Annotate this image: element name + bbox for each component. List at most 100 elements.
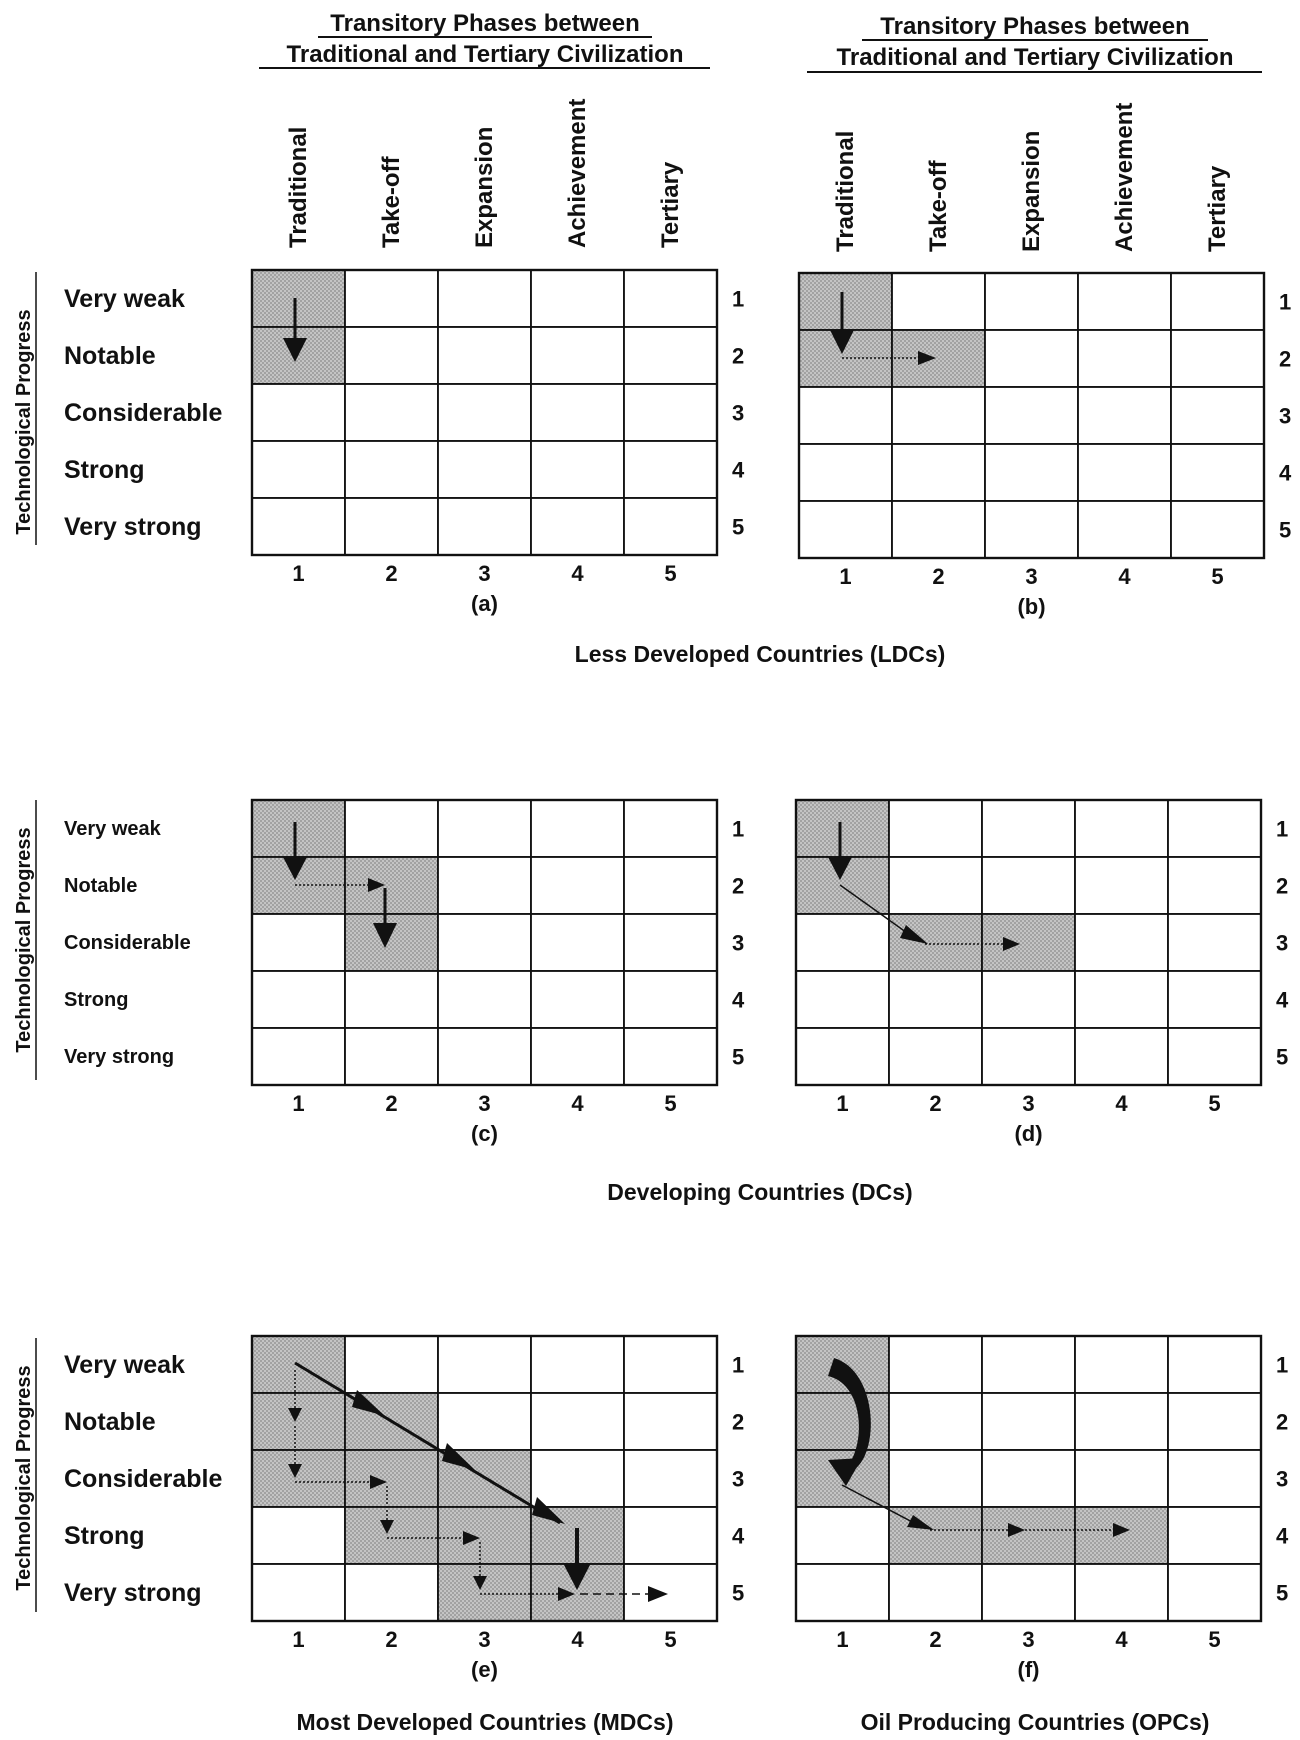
grid-cell: [1074, 799, 1169, 858]
grid-cell: [530, 383, 625, 442]
arrow-head: [1008, 1523, 1025, 1537]
row-number: 4: [732, 1524, 745, 1549]
level-label: Very strong: [64, 1046, 174, 1068]
row-number: 5: [1279, 518, 1291, 543]
arrow-head: [368, 878, 385, 892]
group-label-dc: Developing Countries (DCs): [607, 1179, 912, 1205]
row-number: 2: [1276, 874, 1288, 899]
row-number: 3: [1276, 1467, 1288, 1492]
y-axis-label-mid: Technological Progress: [13, 800, 37, 1080]
grid-cell: [1077, 500, 1172, 559]
arrow-head: [352, 1390, 385, 1416]
arrow-head: [648, 1586, 668, 1602]
grid-cell: [984, 329, 1079, 388]
phase-label: Achievement: [1111, 103, 1138, 252]
grid-cell: [795, 913, 890, 972]
col-number: 1: [292, 1091, 304, 1116]
curved-arrow: [828, 1358, 871, 1472]
arrow-head: [563, 1563, 591, 1590]
grid-cell: [623, 383, 718, 442]
col-number: 3: [478, 561, 490, 586]
grid-cell: [530, 497, 625, 556]
arrow-head: [370, 1475, 387, 1489]
grid-cell: [1074, 1392, 1169, 1451]
row-number: 1: [732, 817, 744, 842]
col-number: 2: [932, 564, 944, 589]
grid-cell: [623, 970, 718, 1029]
grid-cell: [437, 497, 532, 556]
row-number: 5: [732, 1581, 744, 1606]
grid-cell: [1077, 272, 1172, 331]
grid-cell: [981, 856, 1076, 915]
grid-cell-shaded: [344, 1449, 439, 1508]
col-number: 5: [664, 1091, 676, 1116]
grid-cell: [1170, 500, 1265, 559]
grid-border: [794, 798, 1263, 1087]
grid-cell: [1167, 1506, 1262, 1565]
row-number: 3: [1276, 931, 1288, 956]
row-number: 1: [1276, 817, 1288, 842]
phase-label: Take-off: [378, 155, 405, 248]
grid-border: [250, 1334, 719, 1623]
row-number: 3: [732, 401, 744, 426]
grid-cell: [795, 1506, 890, 1565]
arrow-head: [283, 338, 307, 362]
grid-cell: [530, 970, 625, 1029]
grid-border: [794, 1334, 1263, 1623]
row-number: 2: [1276, 1410, 1288, 1435]
level-label: Notable: [64, 875, 137, 897]
grid-cell: [437, 326, 532, 385]
grid-cell: [530, 799, 625, 858]
header-line1: Transitory Phases between: [330, 10, 639, 37]
grid-cell: [981, 1392, 1076, 1451]
grid-cell: [530, 913, 625, 972]
grid-cell-shaded: [344, 913, 439, 972]
grid-cell: [344, 440, 439, 499]
panel-f: 1 2 3 4 5 1 2 3 4 5 (f): [794, 1334, 1289, 1682]
header-left: Transitory Phases between Traditional an…: [259, 10, 710, 248]
level-label: Strong: [64, 456, 145, 484]
grid-cell: [891, 386, 986, 445]
group-label-ldc: Less Developed Countries (LDCs): [575, 641, 946, 667]
grid-cell: [1074, 856, 1169, 915]
grid-cell: [981, 970, 1076, 1029]
grid-cell-shaded: [888, 913, 983, 972]
grid-cell: [623, 1506, 718, 1565]
phase-label: Take-off: [925, 159, 952, 252]
grid-cell: [530, 1335, 625, 1394]
grid-cell: [1167, 1392, 1262, 1451]
grid-cell: [1074, 1335, 1169, 1394]
row-number: 5: [1276, 1581, 1288, 1606]
grid-cell: [344, 799, 439, 858]
panel-label: (e): [471, 1657, 498, 1682]
grid-cell: [1167, 1449, 1262, 1508]
arrows-a: [283, 298, 307, 362]
grid-cell-shaded: [437, 1506, 532, 1565]
grid-cell-shaded: [251, 269, 346, 328]
grid-cell: [344, 269, 439, 328]
col-number: 5: [664, 1627, 676, 1652]
phase-label: Traditional: [285, 127, 312, 248]
grid-cell: [623, 856, 718, 915]
grid-cell: [530, 856, 625, 915]
arrow-head: [1113, 1523, 1130, 1537]
grid-cell: [623, 799, 718, 858]
grid-cell: [530, 440, 625, 499]
phase-label: Tertiary: [1204, 165, 1231, 252]
grid-cell: [344, 497, 439, 556]
arrow-head: [907, 1515, 934, 1530]
row-number: 4: [1279, 461, 1292, 486]
grid-cell-shaded: [251, 799, 346, 858]
col-number: 1: [292, 1627, 304, 1652]
arrow-diagonal: [841, 1484, 919, 1526]
grid-cell: [981, 1027, 1076, 1086]
level-label: Considerable: [64, 1465, 222, 1493]
grid-cell: [1074, 1027, 1169, 1086]
col-number: 5: [664, 561, 676, 586]
header-line2: Traditional and Tertiary Civilization: [837, 44, 1234, 71]
group-label-opc: Oil Producing Countries (OPCs): [861, 1709, 1210, 1735]
panel-label: (a): [471, 591, 498, 616]
grid-cell: [888, 970, 983, 1029]
grid-cell: [888, 1563, 983, 1622]
